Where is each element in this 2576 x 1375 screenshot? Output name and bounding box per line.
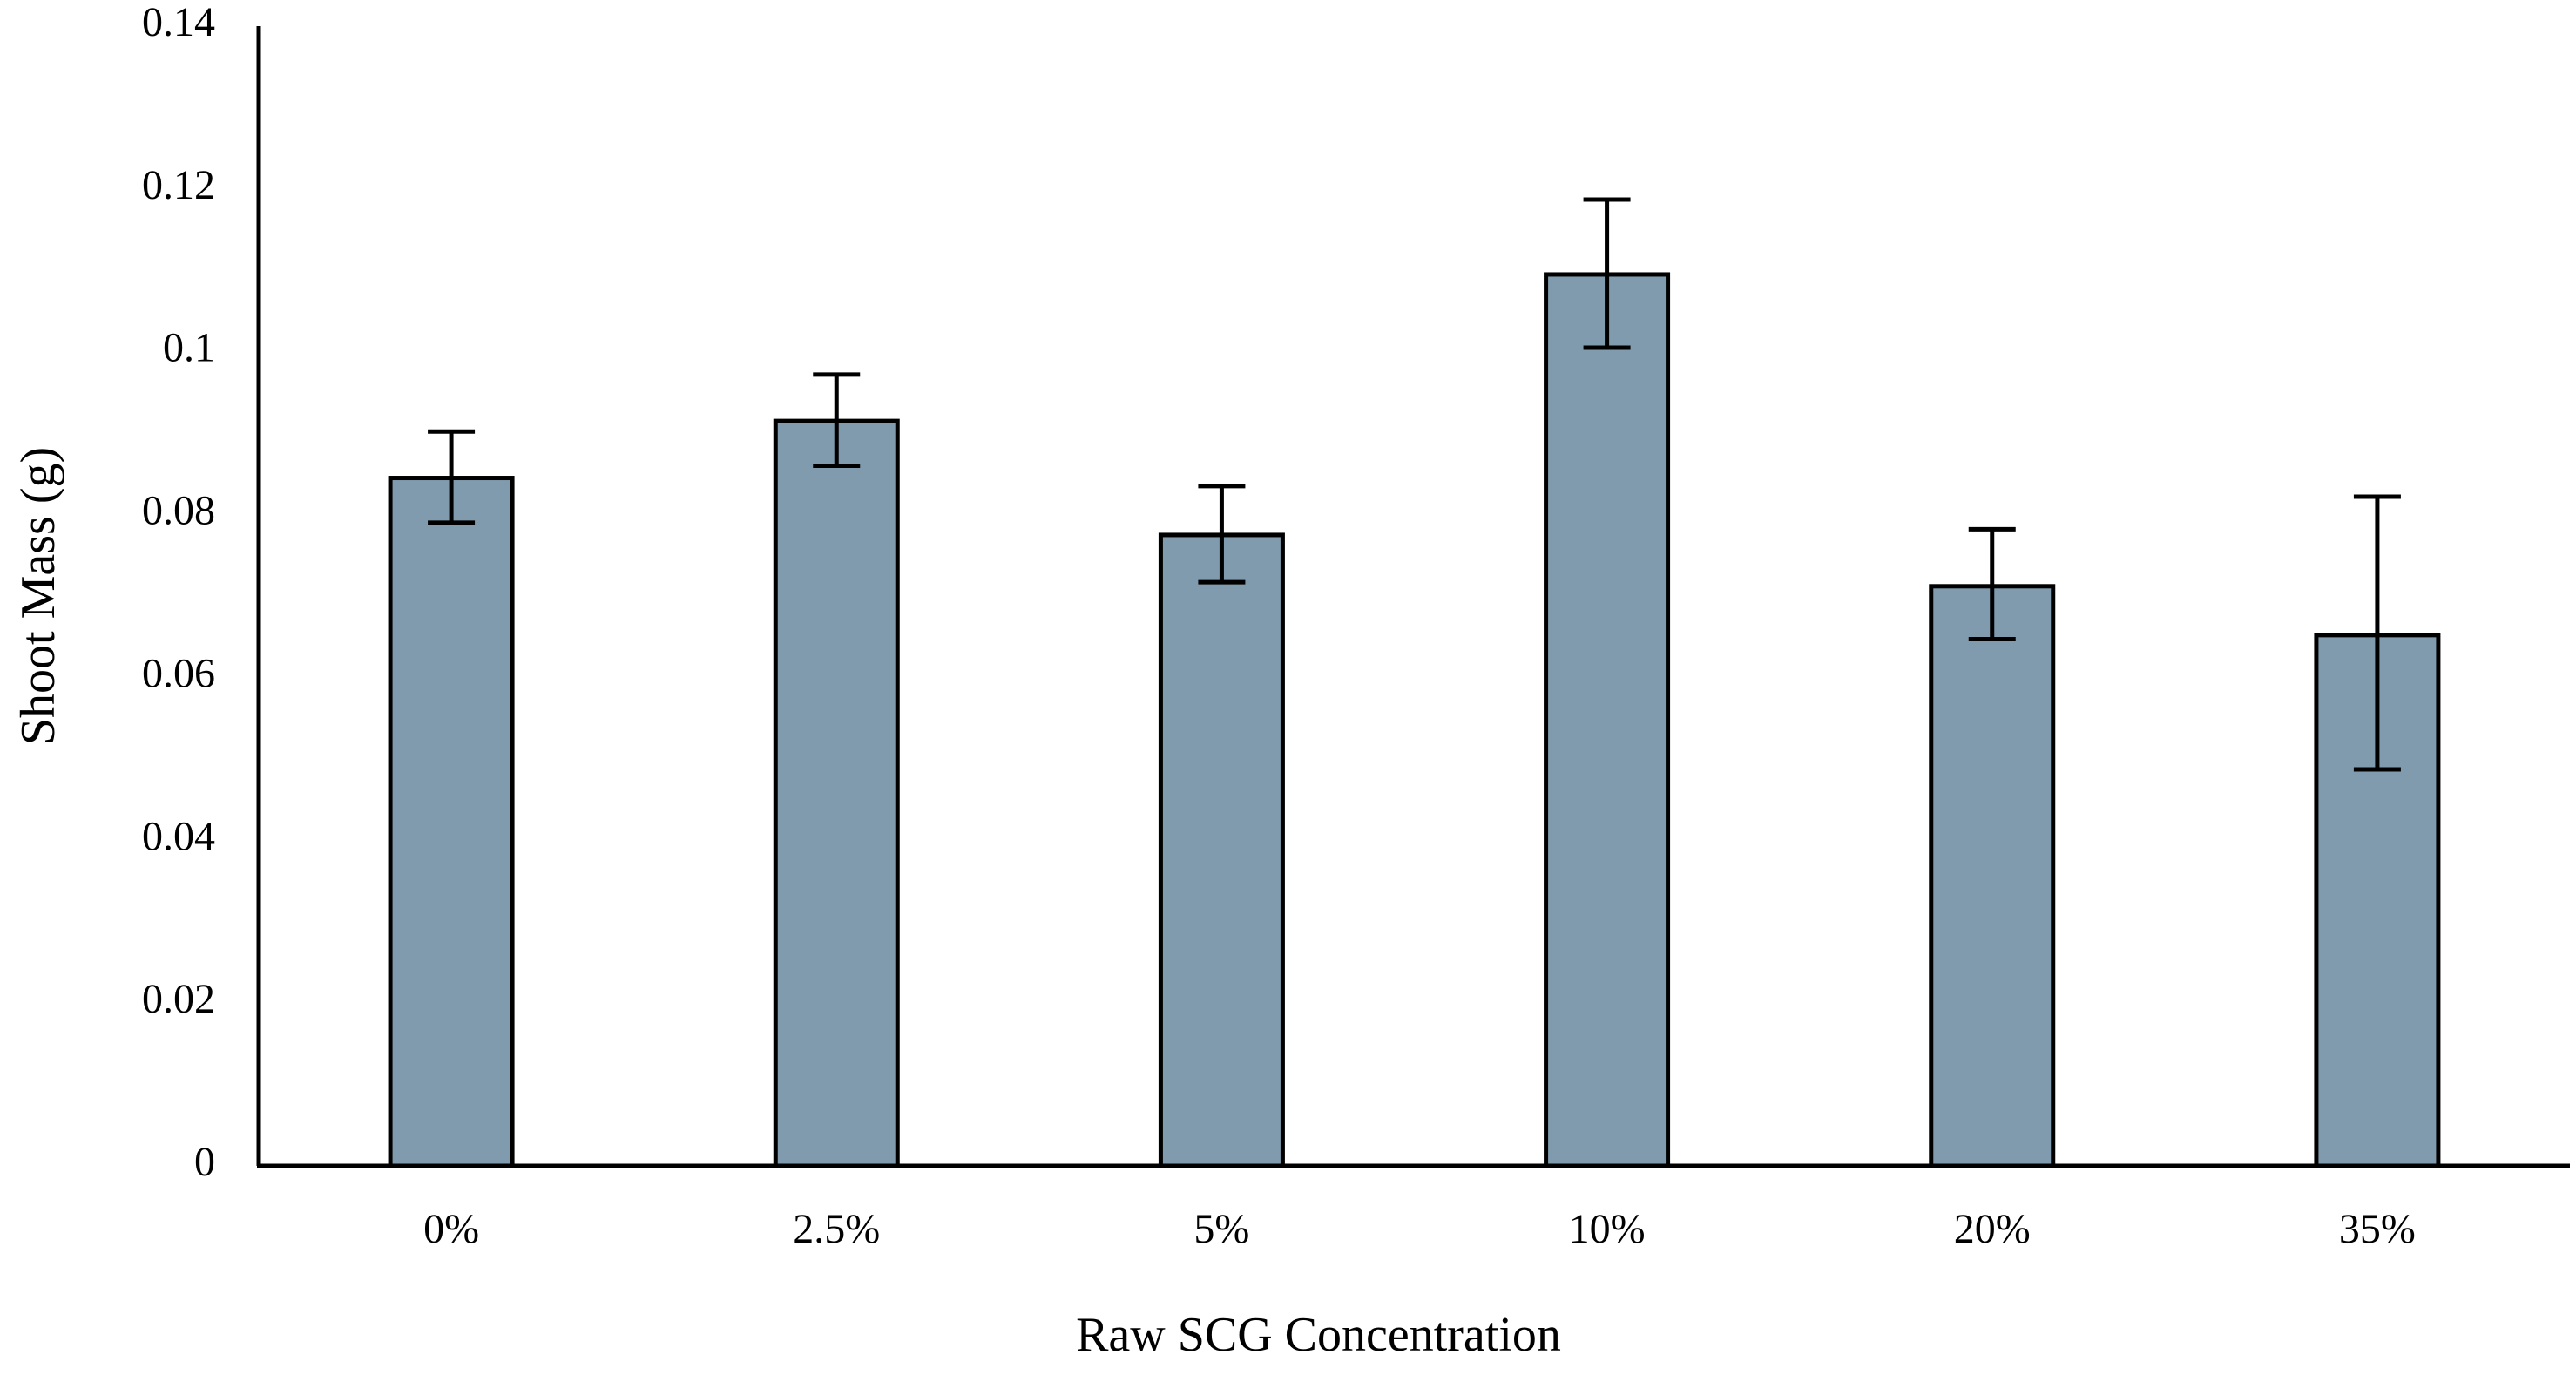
x-tick-label: 5% (1193, 1206, 1249, 1252)
error-bar-0 (428, 429, 476, 525)
y-axis-title: Shoot Mass (g) (11, 447, 65, 745)
y-tick-label: 0.04 (142, 813, 215, 859)
error-bar-1 (813, 372, 861, 469)
bars-layer (388, 272, 2441, 1168)
y-tick-label: 0.12 (142, 162, 215, 208)
error-bar-3 (1583, 197, 1631, 350)
error-bar-2 (1198, 484, 1246, 585)
error-bar-4 (1968, 526, 2016, 642)
x-tick-labels: 0% 2.5% 5% 10% 20% 35% (423, 1206, 2416, 1252)
x-axis-title: Raw SCG Concentration (1076, 1308, 1561, 1362)
x-tick-label: 20% (1954, 1206, 2031, 1252)
y-tick-label: 0.02 (142, 976, 215, 1022)
x-tick-label: 0% (423, 1206, 479, 1252)
y-tick-labels: 0 0.02 0.04 0.06 0.08 0.1 0.12 0.14 (142, 0, 215, 1185)
y-tick-label: 0.1 (163, 325, 215, 371)
x-tick-label: 35% (2339, 1206, 2416, 1252)
x-tick-label: 10% (1569, 1206, 1646, 1252)
error-bars-layer (428, 197, 2401, 772)
bar-0-pct (388, 476, 515, 1168)
y-tick-label: 0.14 (142, 0, 215, 45)
bar-5-pct (1158, 532, 1285, 1168)
x-tick-label: 2.5% (793, 1206, 880, 1252)
bar-10-pct (1544, 272, 1671, 1168)
y-tick-label: 0.06 (142, 650, 215, 696)
error-bar-5 (2353, 494, 2401, 772)
bar-2-5-pct (773, 418, 900, 1168)
y-tick-label: 0 (194, 1139, 215, 1185)
bar-20-pct (1929, 584, 2056, 1168)
y-tick-label: 0.08 (142, 488, 215, 534)
